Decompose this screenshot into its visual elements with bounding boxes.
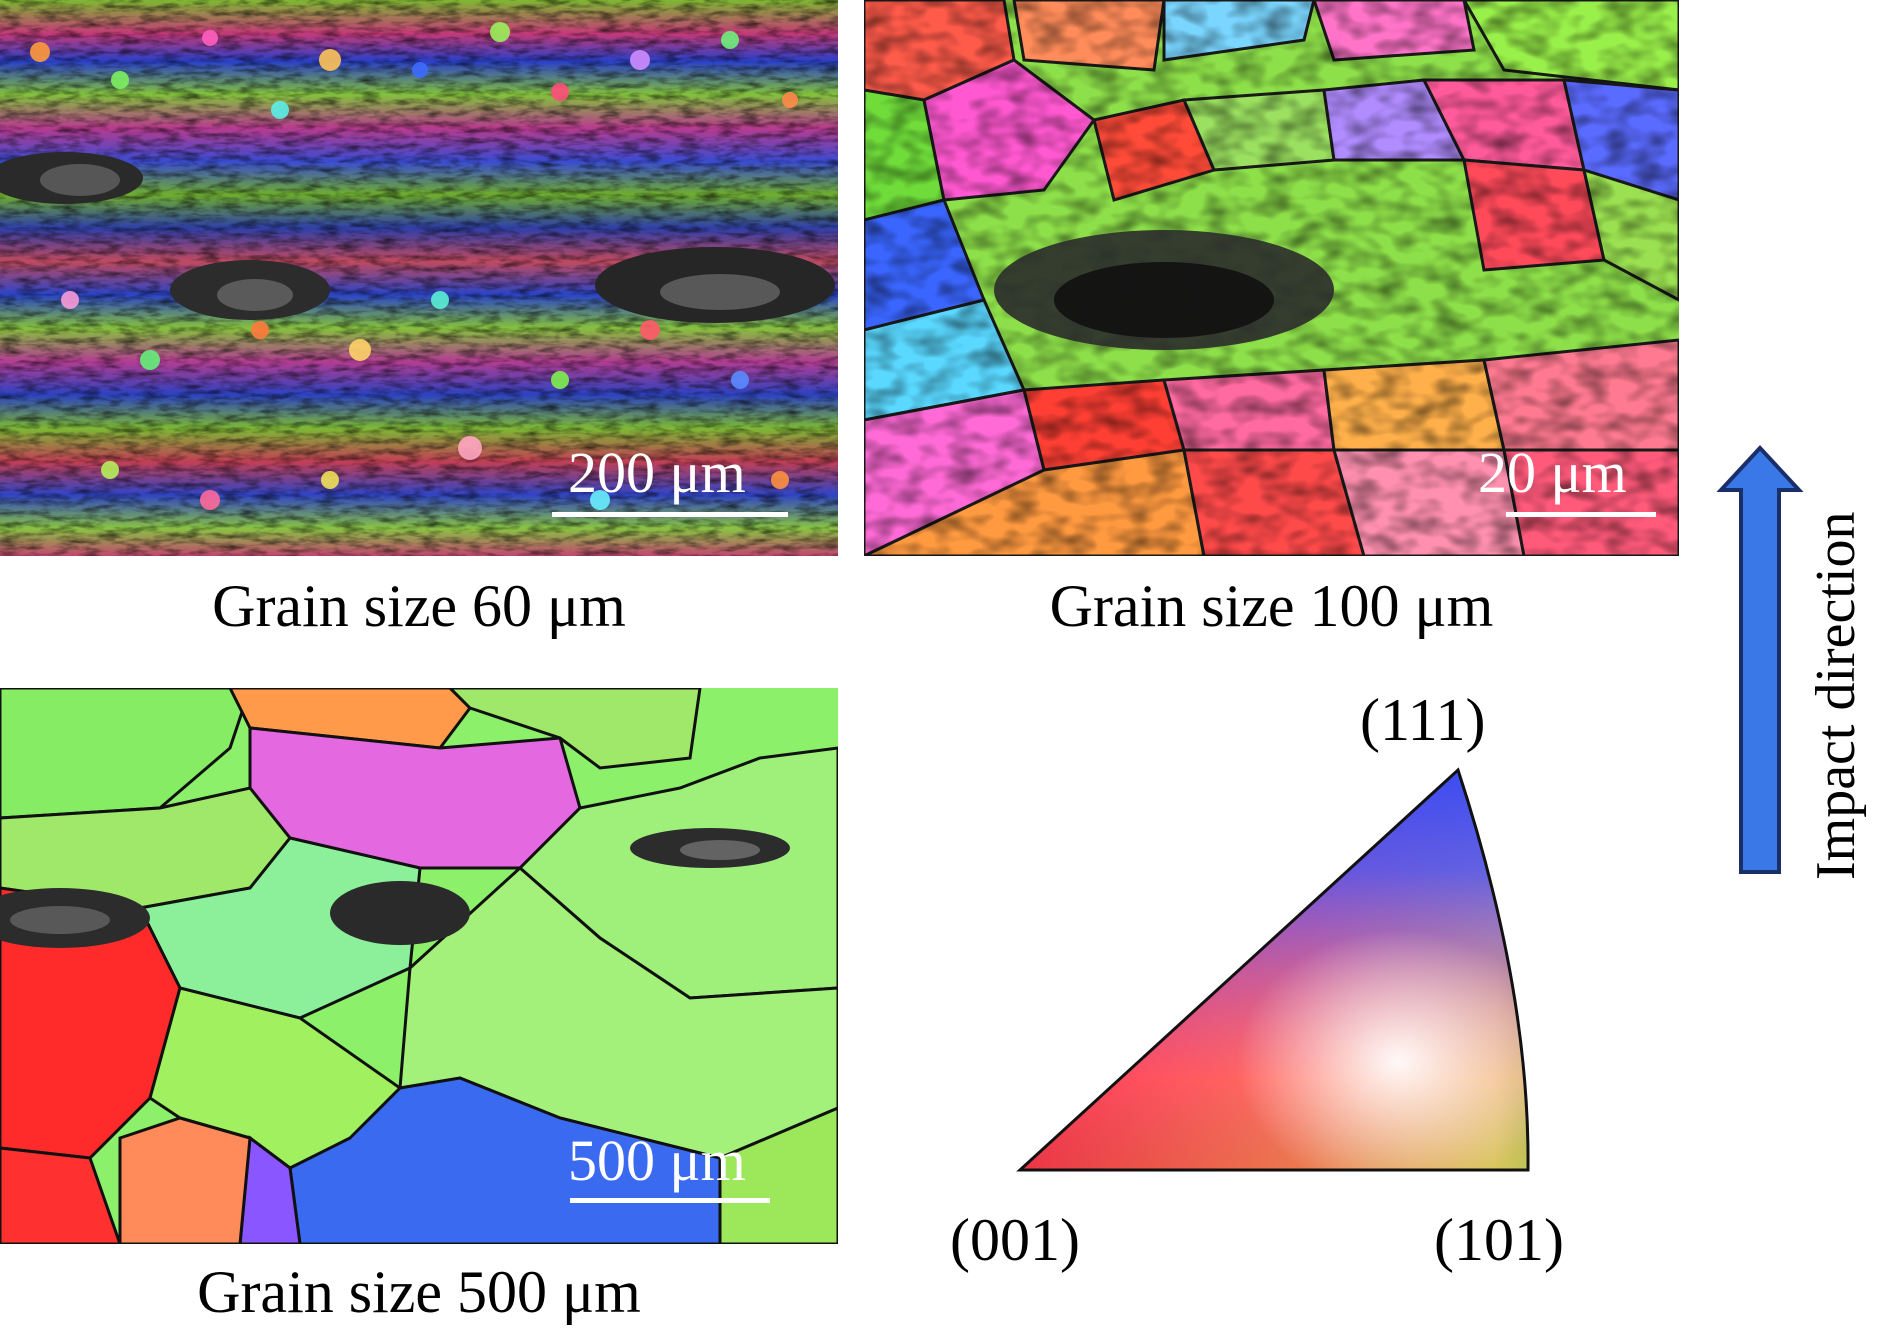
scalebar-label-a: 200 μm [568,440,746,505]
scalebar-line-a [552,512,788,517]
ipf-label-111: (111) [1360,687,1486,753]
panel-c-caption: Grain size 500 μm [197,1259,641,1325]
scalebar-line-b [1506,512,1656,517]
panel-b-caption: Grain size 100 μm [1049,573,1494,639]
ebsd-map-c-image [0,688,838,1244]
ipf-label-001: (001) [950,1207,1080,1273]
ebsd-map-a-image [0,0,838,556]
panel-a-caption: Grain size 60 μm [212,573,626,639]
ebsd-map-grain-100um: 20 μm [864,0,1679,556]
up-arrow-icon [1716,445,1804,874]
ipf-triangle-icon [1016,767,1530,1172]
ebsd-map-grain-60um: 200 μm [0,0,838,556]
ipf-color-key: (111) (001) (101) [940,690,1680,1290]
scalebar-line-c [570,1198,770,1203]
impact-direction-label: Impact direction [1805,511,1867,880]
scalebar-label-b: 20 μm [1478,440,1627,505]
ebsd-map-grain-500um: 500 μm [0,688,838,1244]
impact-arrow [1716,445,1804,874]
ebsd-map-b-image [864,0,1679,556]
scalebar-label-c: 500 μm [568,1128,746,1193]
ipf-label-101: (101) [1434,1207,1564,1273]
